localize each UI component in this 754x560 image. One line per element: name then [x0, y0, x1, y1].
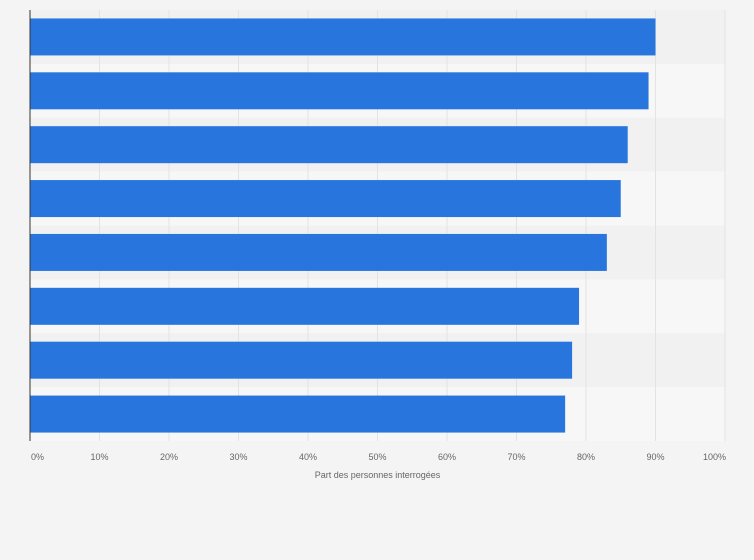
- x-tick-label: 50%: [368, 452, 386, 462]
- x-tick-label: 90%: [646, 452, 664, 462]
- bar[interactable]: [30, 341, 573, 379]
- x-tick-label: 100%: [703, 452, 726, 462]
- bar[interactable]: [30, 395, 566, 433]
- x-tick-label: 30%: [229, 452, 247, 462]
- bar[interactable]: [30, 18, 656, 56]
- bar[interactable]: [30, 233, 607, 271]
- bar[interactable]: [30, 72, 649, 110]
- x-tick-label: 70%: [507, 452, 525, 462]
- x-axis-title: Part des personnes interrogées: [315, 470, 441, 480]
- x-tick-label: 60%: [438, 452, 456, 462]
- x-tick-labels: 0% 10% 20% 30% 40% 50% 60% 70% 80% 90% 100%: [31, 452, 726, 462]
- x-tick-label: 20%: [160, 452, 178, 462]
- bar[interactable]: [30, 180, 621, 218]
- bar[interactable]: [30, 126, 628, 164]
- bars: [30, 18, 656, 433]
- bar[interactable]: [30, 287, 580, 325]
- x-tick-label: 0%: [31, 452, 44, 462]
- x-tick-label: 10%: [90, 452, 108, 462]
- x-tick-label: 80%: [577, 452, 595, 462]
- x-tick-label: 40%: [299, 452, 317, 462]
